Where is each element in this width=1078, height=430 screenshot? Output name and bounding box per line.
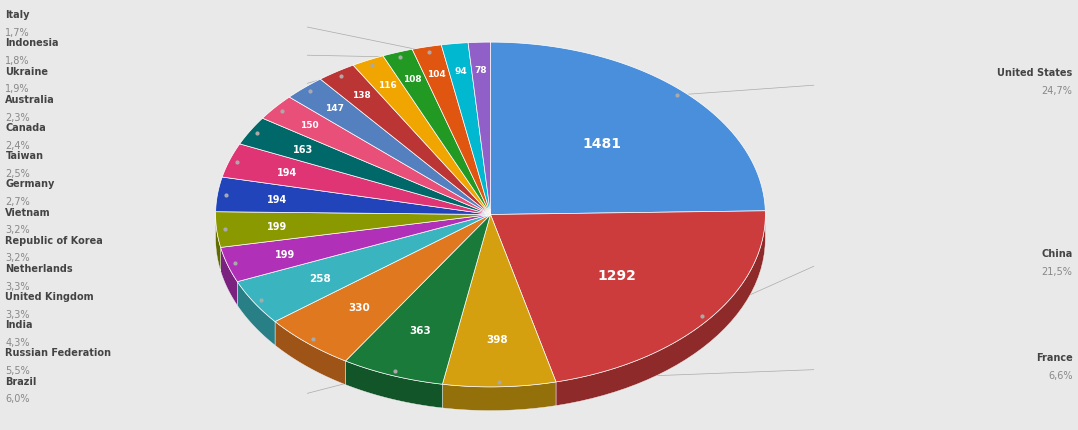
Polygon shape — [556, 215, 765, 405]
Text: India: India — [5, 319, 33, 329]
Text: 108: 108 — [403, 74, 421, 83]
Text: 3,2%: 3,2% — [5, 253, 30, 263]
Text: China: China — [1041, 249, 1073, 259]
Text: Russian Federation: Russian Federation — [5, 347, 111, 358]
Text: Taiwan: Taiwan — [5, 151, 43, 161]
Polygon shape — [275, 322, 346, 385]
Text: 6,6%: 6,6% — [1048, 370, 1073, 380]
Polygon shape — [216, 212, 490, 248]
Text: 116: 116 — [378, 81, 397, 90]
Text: 94: 94 — [454, 67, 467, 76]
Polygon shape — [490, 43, 765, 215]
Polygon shape — [442, 215, 556, 387]
Text: United Kingdom: United Kingdom — [5, 292, 94, 301]
Text: 3,2%: 3,2% — [5, 225, 30, 235]
Text: 194: 194 — [277, 168, 298, 178]
Text: 138: 138 — [351, 91, 371, 100]
Text: 3,3%: 3,3% — [5, 281, 30, 291]
Text: 5,5%: 5,5% — [5, 366, 30, 375]
Text: 1,7%: 1,7% — [5, 28, 30, 38]
Polygon shape — [237, 215, 490, 322]
Text: 24,7%: 24,7% — [1041, 86, 1073, 96]
Text: 2,4%: 2,4% — [5, 141, 30, 150]
Text: Ukraine: Ukraine — [5, 67, 49, 77]
Text: 6,0%: 6,0% — [5, 393, 30, 403]
Polygon shape — [221, 248, 237, 306]
Polygon shape — [237, 282, 275, 345]
Text: France: France — [1036, 352, 1073, 362]
Text: 363: 363 — [409, 326, 430, 336]
Text: Italy: Italy — [5, 10, 30, 20]
Text: 1481: 1481 — [582, 137, 622, 150]
Polygon shape — [412, 46, 490, 215]
Text: 21,5%: 21,5% — [1041, 267, 1073, 276]
Text: Vietnam: Vietnam — [5, 207, 51, 217]
Text: Australia: Australia — [5, 95, 55, 104]
Polygon shape — [289, 80, 490, 215]
Text: Netherlands: Netherlands — [5, 263, 73, 273]
Text: Brazil: Brazil — [5, 376, 37, 386]
Polygon shape — [262, 98, 490, 215]
Text: 398: 398 — [486, 334, 508, 344]
Polygon shape — [275, 215, 490, 361]
Text: 194: 194 — [267, 194, 288, 204]
Text: 78: 78 — [474, 66, 487, 75]
Text: 1,9%: 1,9% — [5, 84, 30, 94]
Polygon shape — [442, 382, 556, 411]
Polygon shape — [346, 361, 442, 408]
Text: 258: 258 — [309, 273, 331, 283]
Ellipse shape — [216, 67, 765, 411]
Text: 2,7%: 2,7% — [5, 197, 30, 207]
Polygon shape — [320, 66, 490, 215]
Text: 1292: 1292 — [597, 269, 636, 283]
Text: Germany: Germany — [5, 179, 55, 189]
Text: Republic of Korea: Republic of Korea — [5, 235, 103, 245]
Polygon shape — [239, 119, 490, 215]
Text: 4,3%: 4,3% — [5, 337, 30, 347]
Text: Indonesia: Indonesia — [5, 38, 59, 48]
Text: 199: 199 — [266, 222, 287, 232]
Text: 163: 163 — [293, 145, 314, 155]
Text: Canada: Canada — [5, 123, 46, 133]
Text: 104: 104 — [428, 70, 446, 79]
Text: 150: 150 — [301, 121, 319, 129]
Text: 330: 330 — [348, 302, 370, 313]
Text: 199: 199 — [275, 249, 295, 259]
Text: 2,3%: 2,3% — [5, 112, 30, 122]
Polygon shape — [216, 178, 490, 215]
Polygon shape — [490, 211, 765, 382]
Polygon shape — [346, 215, 490, 384]
Polygon shape — [221, 215, 490, 282]
Polygon shape — [383, 50, 490, 215]
Text: United States: United States — [997, 68, 1073, 78]
Polygon shape — [354, 57, 490, 215]
Polygon shape — [216, 215, 221, 271]
Text: 147: 147 — [324, 104, 344, 113]
Polygon shape — [222, 144, 490, 215]
Polygon shape — [441, 43, 490, 215]
Text: 2,5%: 2,5% — [5, 169, 30, 178]
Polygon shape — [468, 43, 490, 215]
Text: 3,3%: 3,3% — [5, 309, 30, 319]
Text: 1,8%: 1,8% — [5, 56, 30, 66]
